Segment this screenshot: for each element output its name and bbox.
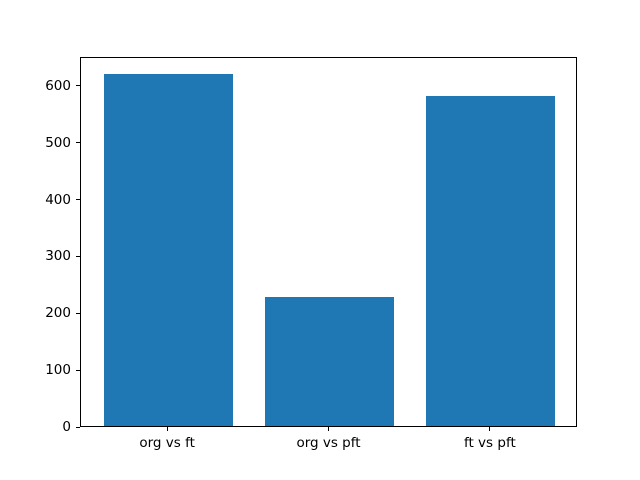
plot-area [80, 57, 577, 427]
y-tick-label: 600 [45, 77, 71, 94]
y-tick-label: 100 [45, 362, 71, 379]
y-tick-mark [76, 426, 80, 428]
y-tick-label: 400 [45, 191, 71, 208]
y-tick-mark [76, 142, 80, 144]
y-tick-label: 500 [45, 134, 71, 151]
x-tick-mark [489, 427, 491, 431]
y-tick-label: 0 [62, 419, 71, 435]
bar-org-vs-ft [103, 73, 233, 426]
y-tick-mark [76, 312, 80, 314]
y-tick-mark [76, 85, 80, 87]
x-tick-mark [328, 427, 329, 431]
bar-org-vs-pft [264, 296, 395, 426]
x-tick-label-org-vs-ft: org vs ft [139, 435, 195, 451]
y-tick-label: 200 [45, 305, 71, 322]
y-tick-mark [76, 369, 80, 371]
x-tick-label-org-vs-pft: org vs pft [296, 435, 361, 451]
y-tick-mark [76, 199, 80, 201]
x-tick-label-ft-vs-pft: ft vs pft [463, 435, 516, 451]
bar-ft-vs-pft [426, 96, 556, 426]
y-tick-label: 300 [45, 248, 71, 265]
x-tick-mark [166, 427, 168, 431]
y-tick-mark [76, 255, 80, 257]
